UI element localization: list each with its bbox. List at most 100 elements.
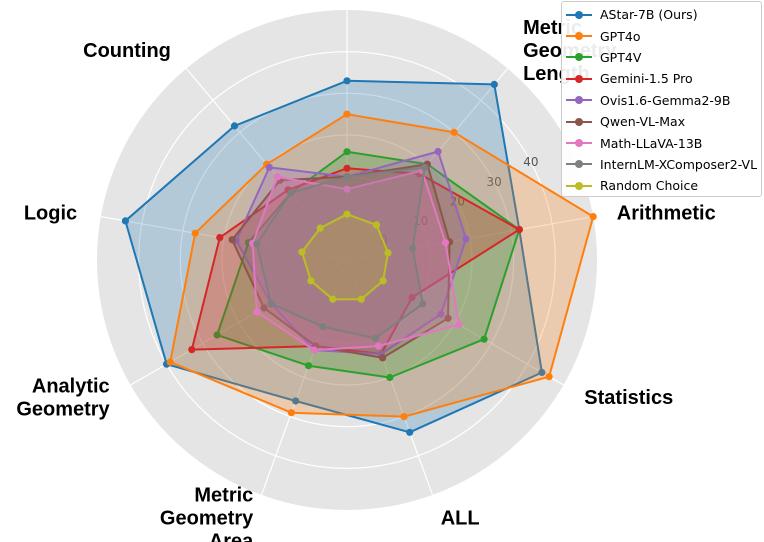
point-8-5 <box>329 295 337 303</box>
point-1-1 <box>450 128 458 136</box>
point-8-2 <box>384 249 392 257</box>
point-6-5 <box>310 346 318 354</box>
point-6-3 <box>455 321 463 329</box>
legend-swatch-5 <box>566 117 592 127</box>
point-0-7 <box>121 217 129 225</box>
point-8-7 <box>298 248 306 256</box>
point-7-2 <box>409 244 417 252</box>
series-line-1 <box>169 113 595 418</box>
legend-item-4: Ovis1.6-Gemma2-9B <box>566 90 757 111</box>
series-area-8 <box>301 214 388 300</box>
r-tick-label-3: 30 <box>487 175 502 189</box>
point-8-8 <box>316 224 324 232</box>
point-3-7 <box>216 234 224 242</box>
r-tick-label-4: 40 <box>523 155 538 169</box>
point-8-1 <box>372 221 381 229</box>
point-0-3 <box>538 368 546 377</box>
point-2-5 <box>304 362 313 370</box>
point-1-6 <box>166 358 174 366</box>
point-5-3 <box>444 314 452 322</box>
legend-swatch-1 <box>566 31 592 41</box>
series-1 <box>166 110 597 421</box>
point-7-8 <box>287 189 295 197</box>
point-7-3 <box>419 300 427 308</box>
point-8-6 <box>307 277 315 285</box>
legend-item-3: Gemini-1.5 Pro <box>566 68 757 89</box>
point-3-2 <box>515 226 523 234</box>
series-line-0 <box>124 79 543 434</box>
axis-label-5: Metric Geometry Area <box>160 485 254 542</box>
legend-label-0: AStar-7B (Ours) <box>600 7 698 23</box>
series-8 <box>298 210 392 303</box>
point-8-4 <box>357 295 365 303</box>
legend-item-5: Qwen-VL-Max <box>566 111 757 132</box>
point-2-4 <box>386 373 394 382</box>
spoke-7 <box>100 215 348 261</box>
legend-item-6: Math-LLaVA-13B <box>566 132 757 153</box>
legend-swatch-6 <box>566 138 592 148</box>
point-6-6 <box>253 308 261 316</box>
legend-label-1: GPT4o <box>600 28 641 44</box>
radar-series <box>121 77 597 436</box>
legend-item-8: Random Choice <box>566 175 757 196</box>
point-5-7 <box>228 236 236 244</box>
legend-item-0: AStar-7B (Ours) <box>566 4 757 25</box>
legend-swatch-4 <box>566 95 592 105</box>
legend-item-2: GPT4V <box>566 47 757 68</box>
point-5-4 <box>379 354 387 362</box>
legend-swatch-7 <box>566 159 592 169</box>
legend-label-6: Math-LLaVA-13B <box>600 135 703 151</box>
axis-label-4: ALL <box>441 508 480 530</box>
legend-swatch-2 <box>566 52 592 62</box>
point-8-0 <box>343 210 351 218</box>
point-7-1 <box>421 163 429 171</box>
point-4-8 <box>265 163 273 171</box>
series-line-5 <box>231 163 451 359</box>
series-0 <box>121 77 546 436</box>
legend-label-5: Qwen-VL-Max <box>600 114 686 130</box>
point-7-4 <box>371 334 380 342</box>
series-area-7 <box>256 167 425 339</box>
point-4-3 <box>437 310 445 318</box>
point-7-0 <box>343 173 351 181</box>
point-0-5 <box>292 397 300 405</box>
point-4-2 <box>462 235 470 243</box>
point-4-1 <box>434 147 442 156</box>
series-6 <box>249 167 463 354</box>
point-6-4 <box>374 342 382 350</box>
legend-label-4: Ovis1.6-Gemma2-9B <box>600 92 731 108</box>
series-area-1 <box>170 114 594 417</box>
legend-label-2: GPT4V <box>600 49 642 65</box>
point-1-7 <box>191 229 199 237</box>
point-3-6 <box>188 346 196 354</box>
legend-swatch-0 <box>566 10 592 20</box>
point-3-0 <box>343 164 351 172</box>
series-line-2 <box>216 150 521 379</box>
point-0-8 <box>230 122 239 130</box>
point-7-6 <box>267 300 275 308</box>
point-3-3 <box>408 293 416 302</box>
legend-label-8: Random Choice <box>600 178 699 194</box>
point-6-8 <box>273 173 281 181</box>
axis-label-2: Arithmetic <box>617 202 716 224</box>
axis-label-6: Analytic Geometry <box>16 376 110 421</box>
point-6-0 <box>343 185 351 193</box>
point-0-1 <box>490 80 498 88</box>
point-6-2 <box>441 239 450 247</box>
series-area-4 <box>236 151 466 354</box>
point-1-4 <box>400 413 408 421</box>
legend-swatch-8 <box>566 181 592 191</box>
point-8-3 <box>379 277 387 285</box>
point-1-3 <box>545 373 553 381</box>
legend-item-1: GPT4o <box>566 25 757 46</box>
series-area-6 <box>252 170 459 351</box>
point-0-4 <box>406 428 414 436</box>
point-7-7 <box>253 240 261 248</box>
axis-label-3: Statistics <box>584 387 673 409</box>
point-1-5 <box>287 409 295 417</box>
legend-item-7: InternLM-XComposer2-VL <box>566 154 757 175</box>
point-2-3 <box>480 335 488 343</box>
point-2-0 <box>343 148 351 156</box>
series-line-6 <box>251 169 460 352</box>
